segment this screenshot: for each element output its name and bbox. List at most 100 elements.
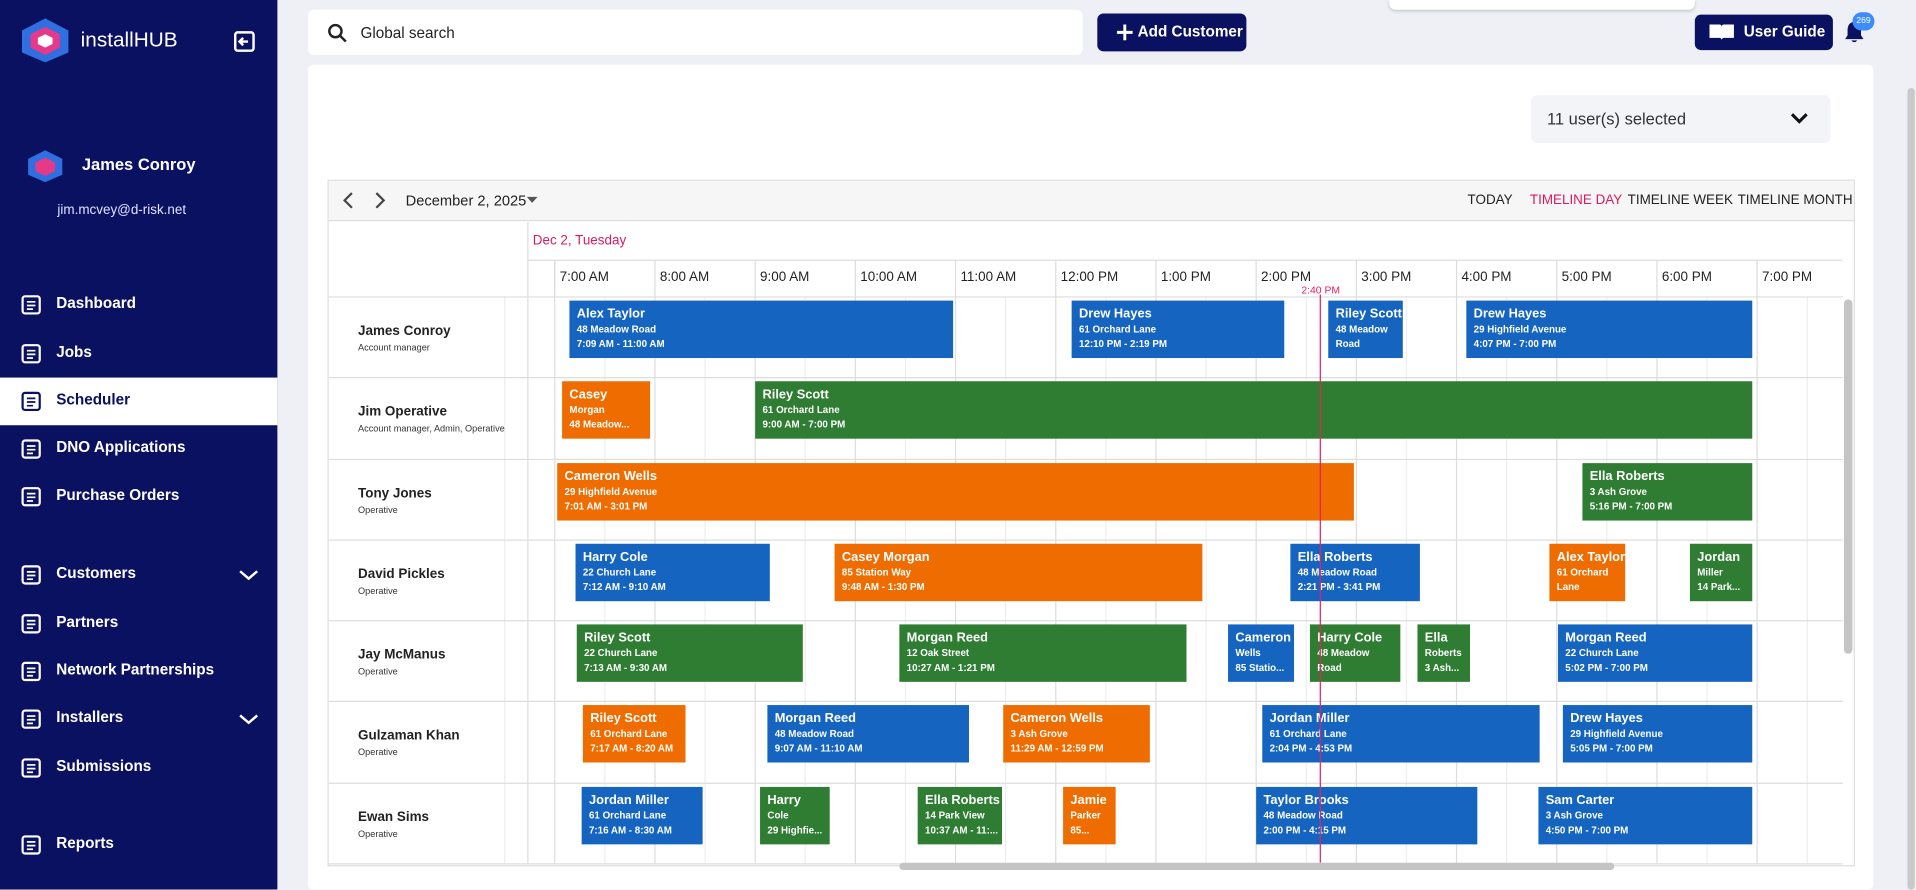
resource-name: Jay McManus <box>358 647 446 663</box>
event[interactable]: Alex Taylor 48 Meadow Road 7:09 AM - 11:00… <box>569 300 954 359</box>
event-title: Riley Scott <box>584 630 651 646</box>
nav-chevron[interactable] <box>238 714 259 726</box>
event[interactable]: Riley Scott 48 Meadow Road <box>1328 300 1403 359</box>
view-button[interactable]: TIMELINE MONTH <box>1737 193 1853 208</box>
hour-label: 3:00 PM <box>1361 270 1412 285</box>
day-label: Dec 2, Tuesday <box>532 233 627 249</box>
hour-label: 12:00 PM <box>1060 270 1119 285</box>
chevron-down <box>1790 113 1808 124</box>
date-picker[interactable]: December 2, 2025 <box>405 191 527 209</box>
resource-name: Gulzaman Khan <box>358 728 460 743</box>
icon-shape <box>21 661 41 682</box>
nav-item[interactable]: Reports <box>56 834 114 852</box>
event-detail: 29 Highfie... <box>767 824 823 836</box>
notification-badge: 269 <box>1852 12 1875 31</box>
page-scrollbar[interactable] <box>1907 87 1915 890</box>
event[interactable]: Riley Scott 61 Orchard Lane 9:00 AM - 7:00… <box>755 381 1753 439</box>
view-button[interactable]: TIMELINE WEEK <box>1627 193 1733 208</box>
event-detail: 61 Orchard Lane <box>590 727 668 739</box>
search-placeholder: Global search <box>360 24 455 42</box>
vertical-scrollbar[interactable] <box>1843 299 1853 654</box>
icon-shape <box>21 439 41 459</box>
nav-arrows[interactable] <box>341 192 390 209</box>
nav-item[interactable]: Dashboard <box>56 294 136 312</box>
event[interactable]: Casey Morgan 48 Meadow... <box>562 381 651 439</box>
nav-item[interactable]: DNO Applications <box>56 438 186 456</box>
event[interactable]: Ella Roberts 14 Park View 10:37 AM - 11:..… <box>917 786 1002 845</box>
user-avatar <box>28 150 63 183</box>
nav-item[interactable]: Installers <box>56 708 124 726</box>
event-detail: Miller <box>1697 566 1723 578</box>
resource-name: Ewan Sims <box>358 810 429 825</box>
event[interactable]: Ella Roberts 3 Ash... <box>1417 624 1470 682</box>
nav-item[interactable]: Network Partnerships <box>56 661 215 679</box>
event-title: Taylor Brooks <box>1263 793 1349 808</box>
event-detail: 5:05 PM - 7:00 PM <box>1570 742 1653 754</box>
event[interactable]: Cameron Wells 29 Highfield Avenue 7:01 AM … <box>557 463 1354 521</box>
event[interactable]: Harry Cole 29 Highfie... <box>760 786 830 845</box>
nav-item[interactable]: Submissions <box>56 757 152 775</box>
resource-name: James Conroy <box>358 323 451 339</box>
event-detail: 3 Ash Grove <box>1545 809 1603 821</box>
event[interactable]: Jordan Miller 14 Park... <box>1689 543 1753 602</box>
nav-icon <box>21 835 41 855</box>
event-detail: 10:27 AM - 1:21 PM <box>906 662 995 674</box>
horizontal-scrollbar[interactable] <box>899 862 1615 871</box>
icon-detail <box>26 349 36 359</box>
user-filter[interactable] <box>1531 95 1831 143</box>
event[interactable]: Jamie Parker 85... <box>1063 786 1116 845</box>
event-detail: 85... <box>1070 824 1090 836</box>
event[interactable]: Casey Morgan 85 Station Way 9:48 AM - 1:30… <box>834 543 1203 602</box>
icon-shape <box>21 709 41 729</box>
event[interactable]: Harry Cole 48 Meadow Road <box>1309 624 1401 682</box>
event-detail: 14 Park... <box>1697 581 1741 593</box>
event[interactable]: Alex Taylor 61 Orchard Lane <box>1549 543 1626 602</box>
event[interactable]: Riley Scott 61 Orchard Lane 7:17 AM - 8:20… <box>582 705 686 763</box>
event[interactable]: Jordan Miller 61 Orchard Lane 2:04 PM - 4:… <box>1262 705 1540 763</box>
nav-item[interactable]: Partners <box>56 613 119 631</box>
nav-item[interactable]: Scheduler <box>56 391 131 409</box>
nav-icon <box>21 344 41 364</box>
nav-item[interactable]: Customers <box>56 564 136 582</box>
icon-shape <box>21 487 41 507</box>
event-title: Cameron Wells <box>1010 711 1104 726</box>
event[interactable]: Morgan Reed 12 Oak Street 10:27 AM - 1:21 … <box>899 624 1187 682</box>
event-title: Sam Carter <box>1545 793 1615 808</box>
event-detail: Lane <box>1556 581 1580 593</box>
event[interactable]: Cameron Wells 85 Statio... <box>1228 624 1295 682</box>
event[interactable]: Morgan Reed 48 Meadow Road 9:07 AM - 11:10… <box>767 705 969 763</box>
event[interactable]: Morgan Reed 22 Church Lane 5:02 PM - 7:00 … <box>1557 624 1753 682</box>
event[interactable]: Sam Carter 3 Ash Grove 4:50 PM - 7:00 PM <box>1538 786 1753 845</box>
collapse-button[interactable] <box>233 31 255 53</box>
event[interactable]: Drew Hayes 29 Highfield Avenue 5:05 PM - 7… <box>1562 705 1753 763</box>
event-title: Harry Cole <box>1317 630 1383 646</box>
event-detail: 4:07 PM - 7:00 PM <box>1473 338 1557 350</box>
event-detail: 85 Statio... <box>1235 662 1285 674</box>
view-button[interactable]: TODAY <box>1467 193 1513 208</box>
event-title: Cameron <box>1235 630 1291 646</box>
event-detail: 5:16 PM - 7:00 PM <box>1589 500 1673 512</box>
event[interactable]: Ella Roberts 48 Meadow Road 2:21 PM - 3:41… <box>1290 543 1420 602</box>
hour-label: 4:00 PM <box>1461 270 1512 285</box>
hour-label: 11:00 AM <box>960 270 1017 285</box>
nav-item[interactable]: Purchase Orders <box>56 486 180 504</box>
event[interactable]: Cameron Wells 3 Ash Grove 11:29 AM - 12:59… <box>1003 705 1150 763</box>
nav-chevron[interactable] <box>238 569 259 581</box>
event[interactable]: Jordan Miller 61 Orchard Lane 7:16 AM - 8:… <box>581 786 703 845</box>
search-box[interactable] <box>307 9 1083 55</box>
event[interactable]: Riley Scott 22 Church Lane 7:13 AM - 9:30 … <box>576 624 803 682</box>
event[interactable]: Harry Cole 22 Church Lane 7:12 AM - 9:10 A… <box>575 543 770 602</box>
event[interactable]: Taylor Brooks 48 Meadow Road 2:00 PM - 4:1… <box>1256 786 1478 845</box>
event-detail: 85 Station Way <box>841 566 912 578</box>
event-title: Morgan Reed <box>906 630 988 646</box>
hour-label: 9:00 AM <box>760 270 810 285</box>
nav-item[interactable]: Jobs <box>56 343 92 361</box>
nav-icon <box>21 709 41 729</box>
event-detail: Cole <box>767 809 789 821</box>
resource-role: Account manager, Admin, Operative <box>358 422 505 434</box>
event[interactable]: Drew Hayes 61 Orchard Lane 12:10 PM - 2:19… <box>1071 300 1285 359</box>
event[interactable]: Ella Roberts 3 Ash Grove 5:16 PM - 7:00 PM <box>1582 463 1753 521</box>
date-caret <box>526 196 538 203</box>
view-button[interactable]: TIMELINE DAY <box>1529 193 1623 208</box>
event[interactable]: Drew Hayes 29 Highfield Avenue 4:07 PM - 7… <box>1466 300 1753 359</box>
